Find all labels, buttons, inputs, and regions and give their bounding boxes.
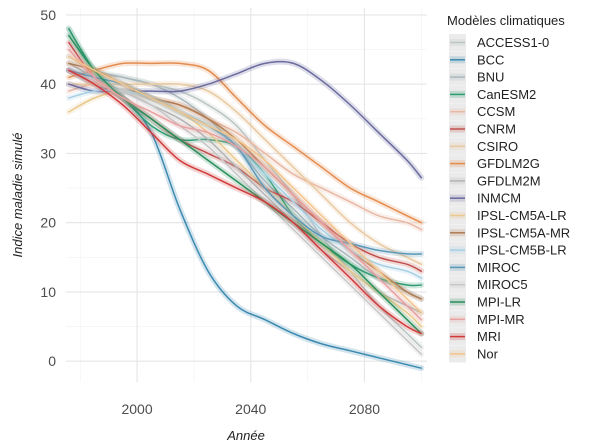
y-axis-title: Indice maladie simulé	[10, 132, 25, 257]
legend-label: Nor	[477, 346, 499, 361]
series-line	[68, 48, 423, 321]
legend-label: GFDLM2G	[477, 156, 540, 171]
legend-item: Nor	[449, 345, 499, 363]
legend: Modèles climatiques ACCESS1-0 BCC BNU CanES…	[447, 13, 570, 363]
legend-item: MPI-MR	[449, 310, 525, 328]
legend-label: INMCM	[477, 191, 521, 206]
legend-label: CSIRO	[477, 139, 518, 154]
legend-item: INMCM	[449, 189, 521, 207]
legend-item: CCSM	[449, 103, 515, 121]
series-line	[68, 55, 423, 314]
y-tick-label: 50	[40, 7, 56, 23]
legend-label: BCC	[477, 52, 504, 67]
y-tick-label: 30	[40, 145, 56, 161]
legend-label: CNRM	[477, 122, 516, 137]
y-tick-label: 20	[40, 215, 56, 231]
legend-item: IPSL-CM5A-MR	[449, 224, 570, 242]
axis-ticks: 0 10 20 30 40 50 2000 2040 2080	[40, 7, 380, 417]
legend-item: GFDLM2G	[449, 155, 540, 173]
legend-label: IPSL-CM5A-MR	[477, 225, 570, 240]
series-line	[68, 82, 423, 266]
legend-item: GFDLM2M	[449, 172, 541, 190]
legend-item: MIROC	[449, 258, 520, 276]
y-tick-label: 40	[40, 76, 56, 92]
series-line	[68, 62, 423, 224]
legend-item: CanESM2	[449, 85, 536, 103]
legend-item: CNRM	[449, 120, 516, 138]
legend-item: MIROC5	[449, 276, 528, 294]
legend-label: ACCESS1-0	[477, 35, 549, 50]
x-tick-label: 2000	[121, 401, 152, 417]
x-tick-label: 2080	[349, 401, 380, 417]
x-tick-label: 2040	[235, 401, 266, 417]
legend-item: MRI	[449, 328, 501, 346]
legend-label: MIROC5	[477, 277, 528, 292]
legend-label: GFDLM2M	[477, 173, 541, 188]
legend-item: CSIRO	[449, 137, 518, 155]
series-line	[68, 69, 423, 356]
y-tick-label: 0	[48, 353, 56, 369]
legend-item: BNU	[449, 68, 504, 86]
series-lines	[65, 25, 425, 372]
series-line	[68, 69, 423, 335]
legend-label: MRI	[477, 329, 501, 344]
x-axis-title: Année	[226, 428, 265, 443]
legend-title: Modèles climatiques	[447, 13, 565, 28]
legend-label: CCSM	[477, 104, 515, 119]
legend-label: IPSL-CM5B-LR	[477, 243, 567, 258]
legend-label: BNU	[477, 70, 504, 85]
legend-label: CanESM2	[477, 87, 536, 102]
legend-label: IPSL-CM5A-LR	[477, 208, 567, 223]
y-tick-label: 10	[40, 284, 56, 300]
legend-item: BCC	[449, 51, 504, 69]
legend-label: MPI-LR	[477, 295, 521, 310]
legend-item: MPI-LR	[449, 293, 521, 311]
legend-item: IPSL-CM5B-LR	[449, 241, 567, 259]
legend-item: ACCESS1-0	[449, 34, 549, 51]
legend-label: MIROC	[477, 260, 520, 275]
legend-label: MPI-MR	[477, 312, 525, 327]
legend-item: IPSL-CM5A-LR	[449, 207, 567, 224]
